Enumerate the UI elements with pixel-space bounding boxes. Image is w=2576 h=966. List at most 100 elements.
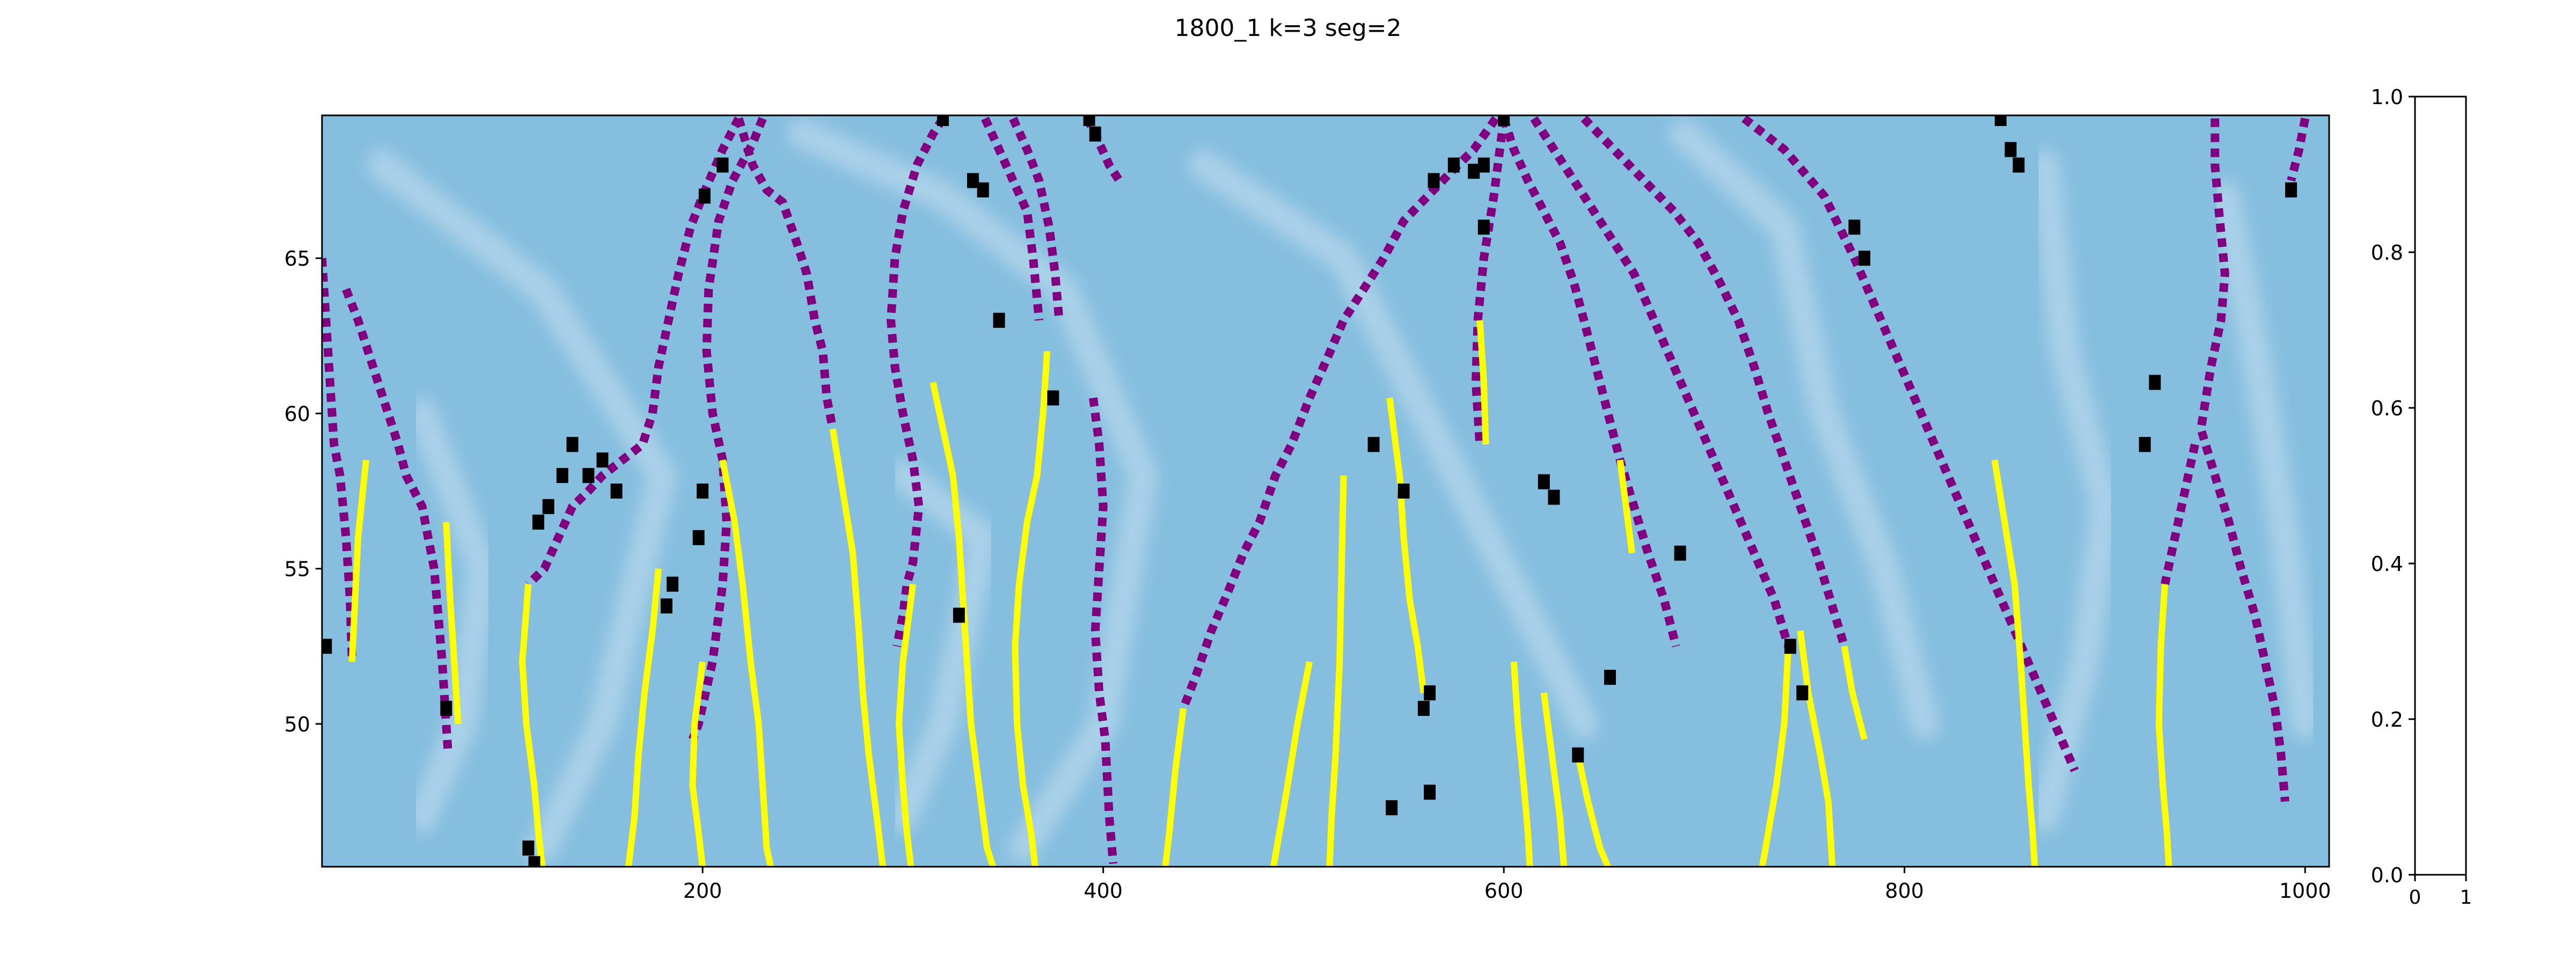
marker-point [1424,785,1436,800]
ridge-series-21 [519,584,546,867]
marker-point [2004,142,2017,157]
marker-point [2139,437,2151,452]
marker-point [1674,545,1686,561]
marker-point [1858,251,1871,266]
marker-point [1477,219,1490,235]
marker-point [977,182,989,197]
marker-point [2012,157,2025,173]
marker-point [1538,474,1550,489]
marker-point [582,468,595,484]
ridge-series-41 [1991,459,2038,867]
marker-point [556,468,568,484]
ridge-series-27 [930,382,997,867]
marker-point [937,115,949,126]
ridge-series-22 [625,568,662,867]
marker-point [1784,639,1796,654]
colorbar-frame [2414,96,2467,876]
ridge-series-1 [342,288,453,756]
ridge-series-8 [1083,116,1123,183]
ridge-series-35 [1540,692,1568,867]
ridge-series-0 [322,258,356,662]
chart-title: 1800_1 k=3 seg=2 [1174,14,1401,42]
y-tick-label: 50 [284,713,310,736]
marker-point [716,157,729,173]
x-tick-label: 200 [683,879,722,903]
ridge-series-9 [1089,397,1118,864]
marker-point [1572,747,1584,763]
marker-point [697,484,709,499]
ridge-series-7 [1009,116,1064,321]
colorbar-tick-label: 0.8 [2371,241,2403,265]
y-tick-label: 60 [284,402,310,426]
marker-point [2285,182,2297,197]
marker-point [1604,670,1616,685]
x-axis: 200 400 600 800 1000 [683,867,2331,903]
ridge-series-3 [689,116,767,741]
marker-point [698,188,711,204]
ridge-series-30 [1270,661,1313,867]
marker-point [1083,115,1095,126]
marker-point [566,437,579,452]
ridge-series-28 [1012,351,1051,867]
background-swirl [2030,150,2120,832]
marker-point [532,514,545,530]
marker-point [1397,484,1410,499]
marker-point [967,173,979,188]
colorbar-tick-label: 0.2 [2371,708,2403,731]
ridge-series-layer [322,115,2310,867]
marker-point [1089,126,1101,142]
marker-point [667,576,679,592]
marker-point [993,312,1005,328]
marker-point [1428,173,1440,188]
y-tick-label: 65 [284,247,310,270]
colorbar-tick-label: 0.6 [2371,397,2403,420]
marker-point [660,598,672,614]
ridge-series-39 [1797,630,1836,867]
colorbar-tick-label: 1.0 [2371,85,2403,109]
colorbar-y-axis: 0.0 0.2 0.4 0.6 0.8 1.0 [2371,85,2415,887]
marker-point [522,840,535,856]
marker-point [1386,800,1398,816]
ridge-series-42 [2155,584,2172,867]
ridge-series-38 [1759,646,1792,867]
ridge-series-26 [895,583,917,867]
marker-point [528,856,540,867]
ridge-series-13 [1530,116,1792,648]
colorbar-tick-label: 0.0 [2371,863,2403,887]
colorbar-x-tick-label: 0 [2409,887,2421,909]
marker-point [1468,164,1480,179]
y-tick-label: 55 [284,558,310,581]
ridge-series-4 [734,117,837,430]
marker-layer [322,115,2297,867]
marker-point [1447,157,1460,173]
marker-point [440,700,452,716]
ridge-series-2 [525,116,743,588]
marker-point [610,484,623,499]
ridge-series-10 [1179,116,1499,710]
background-swirl [407,398,497,832]
ridge-series-40 [1841,646,1868,741]
background-swirl [2210,181,2320,739]
marker-point [1047,390,1059,406]
ridge-series-5 [887,116,947,647]
ridge-series-17 [2287,118,2310,182]
background-swirl [788,119,1158,863]
marker-point [1367,437,1380,452]
x-tick-label: 1000 [2279,879,2331,903]
ridge-series-12 [1471,118,1509,445]
colorbar-x-tick-label: 1 [2460,887,2472,909]
marker-point [1548,489,1560,505]
ridge-series-32 [1386,397,1427,693]
x-tick-label: 600 [1484,879,1524,903]
ridge-series-11 [1499,117,1680,648]
ridge-series-15 [1741,115,2079,772]
marker-point [1796,685,1809,701]
background-swirl [367,150,678,863]
background-swirl [1188,150,1599,739]
x-tick-label: 800 [1885,879,1924,903]
colorbar-tick-label: 0.4 [2371,552,2403,576]
ridge-series-37 [1616,459,1636,554]
marker-point [542,499,554,514]
